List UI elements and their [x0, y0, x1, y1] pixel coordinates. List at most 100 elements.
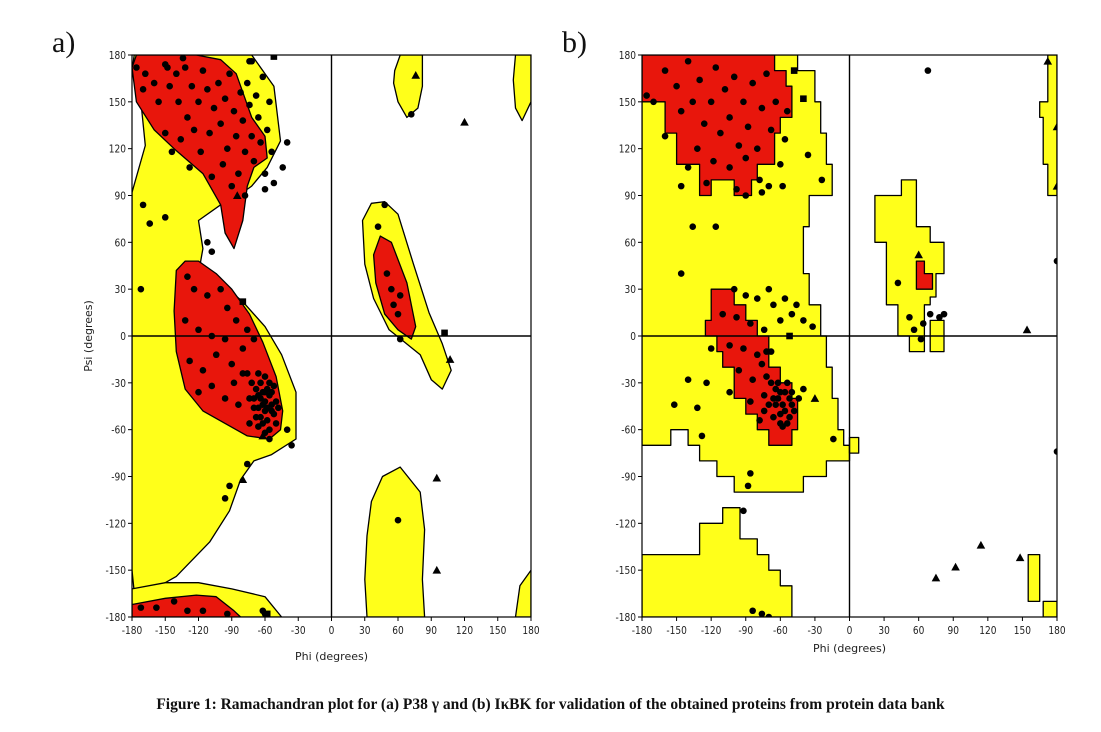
residue-point	[760, 407, 768, 415]
x-tick-label: -60	[258, 625, 273, 637]
panel-b: -180 -150 -120 -90 -60 -30 0 30 60 90 120 150 180 -18…	[562, 26, 1066, 655]
residue-point	[800, 385, 807, 393]
residue-point	[753, 295, 761, 302]
proline-square	[800, 95, 807, 103]
residue-point	[670, 401, 678, 408]
residue-point	[241, 192, 249, 199]
residue-point	[717, 129, 724, 137]
glycine-triangle	[432, 473, 442, 482]
y-tick-label: 0	[630, 331, 636, 343]
glycine-triangle	[810, 394, 820, 402]
glycine-triangle	[238, 475, 248, 484]
residue-point	[758, 189, 766, 196]
residue-point	[924, 67, 932, 74]
residue-point	[661, 67, 669, 74]
residue-point	[747, 320, 754, 327]
residue-point	[408, 111, 415, 118]
x-tick-label: 180	[1048, 625, 1065, 637]
residue-point	[204, 86, 211, 93]
residue-point	[146, 220, 154, 227]
allowed-region	[848, 436, 860, 454]
favored-region	[642, 55, 793, 197]
y-tick-label: -180	[616, 612, 636, 624]
residue-point	[763, 373, 770, 380]
residue-point	[226, 482, 233, 490]
residue-point	[155, 98, 162, 106]
residue-point	[199, 67, 207, 74]
glycine-triangle	[976, 540, 986, 549]
residue-point	[261, 170, 269, 177]
residue-point	[677, 270, 685, 277]
y-tick-label: -150	[106, 566, 126, 578]
residue-point	[383, 270, 391, 277]
residue-point	[707, 98, 715, 106]
residue-point	[726, 342, 733, 349]
residue-point	[774, 395, 782, 402]
proline-square	[441, 329, 448, 337]
residue-point	[726, 164, 733, 171]
residue-point	[733, 313, 740, 321]
residue-point	[730, 73, 738, 81]
glycine-triangle	[914, 250, 923, 259]
residue-point	[232, 132, 240, 140]
residue-point	[212, 351, 220, 359]
residue-point	[783, 420, 791, 427]
x-tick-label: -120	[701, 625, 721, 637]
residue-point	[643, 92, 650, 99]
residue-point	[700, 120, 708, 127]
residue-point	[243, 370, 251, 377]
residue-point	[758, 360, 766, 368]
residue-point	[917, 335, 925, 343]
panel-a: -180 -150 -120 -90 -60 -30 0 30 60 90 120 150 180 -18…	[52, 26, 540, 663]
residue-point	[252, 413, 260, 421]
residue-point	[217, 285, 224, 293]
residue-point	[261, 407, 269, 415]
residue-point	[777, 420, 784, 427]
residue-point	[790, 407, 798, 415]
x-tick-label: -180	[632, 625, 652, 637]
residue-point	[742, 154, 750, 162]
residue-point	[770, 395, 777, 402]
residue-point	[763, 70, 770, 78]
residue-point	[255, 392, 262, 399]
y-axis-title: Psi (degrees)	[82, 300, 95, 372]
residue-point	[374, 223, 382, 231]
residue-point	[257, 379, 264, 387]
residue-point	[153, 604, 160, 611]
residue-point	[283, 426, 291, 433]
allowed-region	[1039, 55, 1057, 197]
residue-point	[781, 407, 789, 415]
allowed-region	[364, 466, 426, 617]
residue-point	[230, 107, 238, 115]
y-tick-label: -120	[106, 519, 126, 531]
residue-point	[248, 379, 255, 387]
residue-point	[166, 82, 173, 90]
residue-point	[188, 82, 196, 90]
residue-point	[268, 148, 275, 156]
residue-point	[221, 95, 229, 103]
x-tick-label: 60	[392, 625, 403, 637]
x-tick-label: 60	[913, 625, 924, 637]
residue-point	[740, 507, 747, 515]
y-tick-label: 180	[619, 50, 636, 62]
residue-point	[786, 395, 793, 402]
residue-point	[696, 76, 703, 84]
residue-point	[694, 145, 701, 152]
residue-point	[788, 401, 796, 408]
residue-point	[753, 145, 761, 152]
glycine-triangle	[460, 117, 469, 126]
residue-point	[179, 55, 187, 62]
residue-point	[772, 401, 780, 408]
residue-point	[772, 98, 780, 106]
residue-point	[800, 317, 807, 324]
residue-point	[261, 388, 269, 396]
residue-point	[184, 273, 191, 280]
residue-point	[788, 388, 796, 396]
glycine-triangle	[1052, 181, 1057, 190]
residue-point	[208, 248, 216, 255]
y-tick-label: 0	[120, 331, 126, 343]
residue-point	[396, 335, 404, 343]
residue-point	[719, 310, 726, 318]
residue-point	[241, 148, 249, 156]
